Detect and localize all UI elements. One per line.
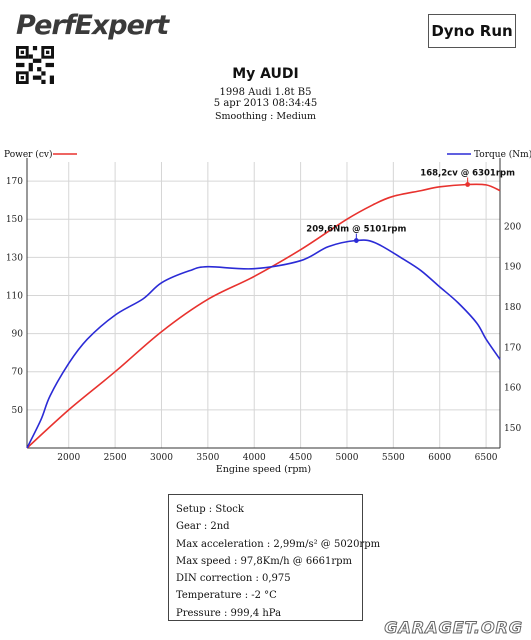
y-left-tick-label: 110 [6, 291, 23, 301]
info-din-correction: DIN correction : 0,975 [176, 573, 291, 585]
x-tick-label: 4500 [289, 453, 312, 463]
dyno-run-badge: Dyno Run [428, 14, 516, 48]
y-right-tick-label: 160 [504, 384, 521, 394]
info-max-speed: Max speed : 97,8Km/h @ 6661rpm [176, 555, 353, 567]
run-info-box: Setup : Stock Gear : 2nd Max acceleratio… [168, 494, 381, 621]
torque-curve [26, 239, 501, 449]
power-peak-marker [465, 182, 471, 187]
x-tick-label: 6000 [428, 453, 451, 463]
y-left-tick-label: 90 [12, 330, 24, 340]
y-left-tick-label: 130 [6, 253, 23, 263]
y-right-tick-label: 170 [504, 343, 521, 353]
info-setup: Setup : Stock [176, 504, 244, 515]
x-tick-label: 3000 [150, 453, 173, 463]
y-left-tick-label: 70 [12, 368, 24, 378]
x-tick-label: 2000 [57, 453, 80, 463]
y-right-tick-label: 200 [504, 222, 521, 232]
car-model: 1998 Audi 1.8t B5 [219, 87, 312, 98]
garaget-watermark: GARAGET.ORG [384, 618, 523, 638]
power-peak-label: 168,2cv @ 6301rpm [420, 168, 515, 178]
legend-power-label: Power (cv) [4, 149, 52, 160]
x-tick-label: 2500 [104, 453, 127, 463]
info-pressure: Pressure : 999,4 hPa [176, 607, 282, 619]
perfexpert-logo: PerfExpert [16, 10, 169, 41]
legend-torque-label: Torque (Nm) [474, 149, 531, 160]
qr-code-icon [16, 46, 54, 84]
info-gear: Gear : 2nd [176, 521, 230, 533]
y-right-tick-label: 180 [504, 303, 521, 313]
x-axis-label: Engine speed (rpm) [216, 464, 311, 475]
y-left-tick-label: 50 [12, 406, 24, 416]
info-temperature: Temperature : -2 °C [176, 590, 277, 602]
dyno-chart: 2000 2500 3000 3500 4000 4500 5000 5500 6000 6500… [4, 149, 531, 475]
info-max-acceleration: Max acceleration : 2,99m/s² @ 5020rpm [176, 538, 381, 550]
chart-title: My AUDI [232, 66, 299, 82]
y-left-tick-label: 150 [6, 215, 23, 225]
x-tick-label: 4000 [243, 453, 266, 463]
x-tick-label: 6500 [475, 453, 498, 463]
smoothing-setting: Smoothing : Medium [215, 111, 316, 122]
y-right-tick-label: 150 [504, 424, 521, 434]
x-tick-label: 3500 [196, 453, 219, 463]
torque-peak-marker [353, 238, 359, 243]
x-tick-label: 5000 [336, 453, 359, 463]
power-curve [26, 183, 501, 449]
torque-peak-label: 209,6Nm @ 5101rpm [306, 225, 406, 235]
x-tick-label: 5500 [382, 453, 405, 463]
y-left-tick-label: 170 [6, 177, 23, 187]
run-date: 5 apr 2013 08:34:45 [213, 98, 318, 109]
y-right-tick-label: 190 [504, 263, 521, 273]
